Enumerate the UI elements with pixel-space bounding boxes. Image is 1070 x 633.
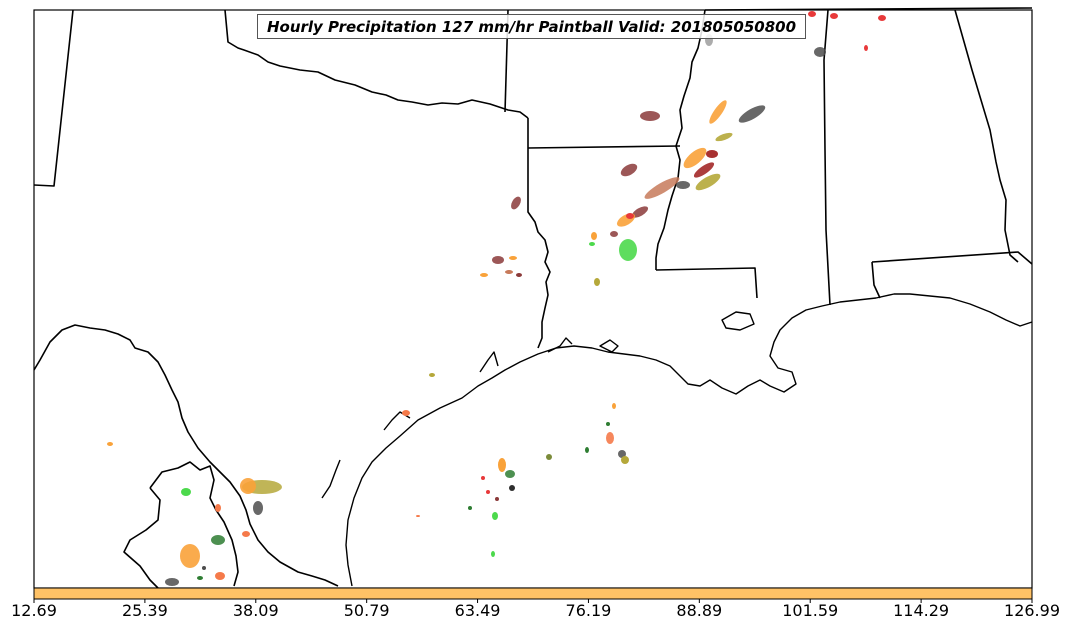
precip-cell: [509, 485, 515, 491]
colorbar-tick-label: 114.29: [893, 601, 950, 620]
ms-al-border: [823, 9, 831, 306]
precip-cell: [620, 163, 638, 177]
precip-cell: [830, 13, 838, 19]
precip-cell: [505, 470, 515, 478]
precip-cell: [215, 572, 225, 580]
precip-cell: [516, 273, 522, 277]
precip-cell: [612, 403, 616, 409]
precip-cell: [491, 551, 495, 557]
precip-cell: [606, 432, 614, 444]
precip-cell: [695, 173, 721, 191]
mississippi-river: [655, 9, 706, 270]
precip-cell: [693, 162, 715, 178]
precip-cell: [180, 544, 200, 568]
precip-cell: [878, 15, 886, 21]
colorbar-tick-label: 25.39: [121, 601, 168, 620]
precip-cell: [709, 100, 727, 124]
precip-cell: [197, 576, 203, 580]
precip-cell: [240, 478, 256, 494]
colorbar: [33, 587, 1033, 600]
precip-cell: [864, 45, 868, 51]
precip-cell: [505, 270, 513, 274]
precip-cell: [481, 476, 485, 480]
colorbar-tick-label: 126.99: [1004, 601, 1060, 620]
precip-cell: [814, 47, 826, 57]
precip-cell: [498, 458, 506, 472]
precip-cell: [589, 242, 595, 246]
rio-grande: [33, 324, 339, 587]
precip-cell: [215, 504, 221, 512]
precip-cell: [706, 150, 718, 158]
nm-border-line: [33, 9, 74, 187]
ar-la-border: [527, 145, 681, 149]
precip-cell: [621, 456, 629, 464]
precip-cell: [619, 239, 637, 261]
precip-cell: [626, 213, 634, 219]
precip-cell: [591, 232, 597, 240]
colorbar-tick-label: 76.19: [565, 601, 612, 620]
colorbar-tick-label: 101.59: [782, 601, 839, 620]
fl-border: [871, 251, 1033, 265]
precip-cell: [594, 278, 600, 286]
colorbar-tick-label: 50.79: [343, 601, 390, 620]
precip-cell: [165, 578, 179, 586]
precip-cell: [585, 447, 589, 453]
precip-cell: [242, 531, 250, 537]
precip-cell: [107, 442, 113, 446]
la-ms-border: [655, 267, 758, 299]
coastline: [321, 293, 1033, 587]
precip-cell: [640, 111, 660, 121]
precip-cells: [107, 11, 886, 586]
precip-cell: [683, 147, 707, 169]
colorbar-ticks: [33, 599, 1033, 603]
precip-cell: [715, 132, 733, 142]
precip-cell: [402, 410, 410, 416]
precip-cell: [606, 422, 610, 426]
tx-la-border: [527, 118, 551, 349]
precip-cell: [546, 454, 552, 460]
precip-cell: [253, 501, 263, 515]
precip-cell: [416, 515, 420, 517]
precip-cell: [738, 105, 766, 123]
precip-cell: [492, 256, 504, 264]
precip-cell: [495, 497, 499, 501]
colorbar-tick-labels: 12.69 25.39 38.09 50.79 63.49 76.19 88.89 101.5…: [0, 601, 1070, 627]
precip-cell: [429, 373, 435, 377]
state-boundaries: [33, 7, 1033, 589]
precip-cell: [468, 506, 472, 510]
mexico-state-line-1: [149, 461, 239, 587]
colorbar-tick-label: 12.69: [11, 601, 57, 620]
red-river-border: [224, 9, 529, 119]
precip-cell: [492, 512, 498, 520]
colorbar-tick-label: 88.89: [676, 601, 723, 620]
precip-cell: [644, 177, 680, 199]
al-ga-border: [954, 9, 1019, 263]
precip-cell: [808, 11, 816, 17]
precip-cell: [631, 206, 649, 218]
precip-cell: [486, 490, 490, 494]
precip-cell: [202, 566, 206, 570]
colorbar-tick-label: 63.49: [454, 601, 501, 620]
precip-cell: [610, 231, 618, 237]
tn-border: [704, 7, 1033, 11]
precip-cell: [181, 488, 191, 496]
map-frame: [33, 9, 1033, 589]
precip-cell: [676, 181, 690, 189]
precip-cell: [211, 535, 225, 545]
precip-cell: [618, 450, 626, 458]
precip-cell: [480, 273, 488, 277]
fl-panhandle-line: [871, 261, 881, 299]
colorbar-tick-label: 38.09: [232, 601, 279, 620]
precip-cell: [511, 196, 521, 210]
map-title: Hourly Precipitation 127 mm/hr Paintball…: [257, 14, 806, 39]
mexico-state-line-2: [123, 487, 161, 589]
precip-cell: [509, 256, 517, 260]
